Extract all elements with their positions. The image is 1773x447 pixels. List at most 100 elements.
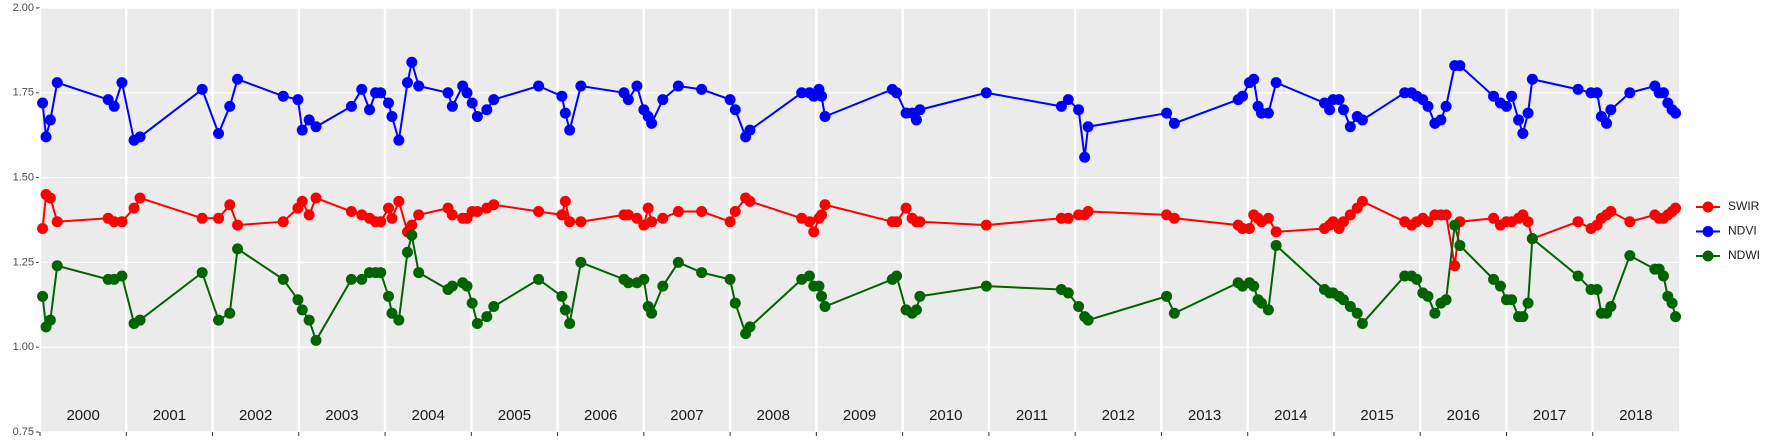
data-point xyxy=(375,87,387,99)
data-point xyxy=(1572,270,1584,282)
data-point xyxy=(1506,294,1518,306)
x-tick-label: 2016 xyxy=(1447,407,1480,424)
data-point xyxy=(816,209,828,221)
data-point xyxy=(488,94,500,106)
data-point xyxy=(1168,307,1180,319)
data-point xyxy=(1670,107,1682,119)
data-point xyxy=(1356,195,1368,207)
data-point xyxy=(696,206,708,218)
x-tick-label: 2015 xyxy=(1360,407,1393,424)
data-point xyxy=(724,273,736,285)
x-tick-label: 2012 xyxy=(1102,407,1135,424)
data-point xyxy=(808,226,820,238)
x-tick-label: 2009 xyxy=(843,407,876,424)
data-point xyxy=(622,277,634,289)
x-tick-label: 2011 xyxy=(1016,407,1048,424)
data-point xyxy=(1449,219,1461,231)
data-point xyxy=(1062,212,1074,224)
data-point xyxy=(1270,226,1282,238)
data-point xyxy=(646,216,658,228)
data-point xyxy=(51,260,63,272)
data-point xyxy=(564,216,576,228)
y-tick-label: 1.00 xyxy=(13,341,34,353)
data-point xyxy=(914,290,926,302)
data-point xyxy=(292,94,304,106)
x-tick-label: 2004 xyxy=(411,407,444,424)
data-point xyxy=(345,273,357,285)
data-point xyxy=(303,209,315,221)
data-point xyxy=(980,280,992,292)
data-point xyxy=(461,87,473,99)
data-point xyxy=(196,83,208,95)
data-point xyxy=(1591,87,1603,99)
data-point xyxy=(1082,121,1094,133)
x-tick-label: 2003 xyxy=(325,407,358,424)
data-point xyxy=(224,199,236,211)
data-point xyxy=(1337,216,1349,228)
data-point xyxy=(134,131,146,143)
data-point xyxy=(128,202,140,214)
data-point xyxy=(1062,287,1074,299)
data-point xyxy=(40,131,52,143)
data-point xyxy=(1161,290,1173,302)
data-point xyxy=(622,94,634,106)
legend-label: SWIR xyxy=(1728,199,1760,213)
data-point xyxy=(364,104,376,116)
data-point xyxy=(1082,206,1094,218)
data-point xyxy=(914,216,926,228)
data-point xyxy=(37,290,49,302)
data-point xyxy=(386,307,398,319)
data-point xyxy=(1440,209,1452,221)
data-point xyxy=(744,321,756,333)
data-point xyxy=(277,90,289,102)
data-point xyxy=(1079,151,1091,163)
data-point xyxy=(729,104,741,116)
data-point xyxy=(406,219,418,231)
data-point xyxy=(1248,73,1260,85)
data-point xyxy=(1344,209,1356,221)
data-point xyxy=(213,314,225,326)
data-point xyxy=(1411,273,1423,285)
x-tick-label: 2001 xyxy=(153,407,186,424)
data-point xyxy=(446,209,458,221)
data-point xyxy=(900,202,912,214)
data-point xyxy=(375,267,387,279)
x-tick-label: 2018 xyxy=(1619,407,1652,424)
data-point xyxy=(116,77,128,89)
data-point xyxy=(556,209,568,221)
data-point xyxy=(1591,284,1603,296)
data-point xyxy=(1270,239,1282,251)
data-point xyxy=(37,222,49,234)
data-point xyxy=(1488,212,1500,224)
data-point xyxy=(51,216,63,228)
data-point xyxy=(461,280,473,292)
data-point xyxy=(1666,297,1678,309)
data-point xyxy=(729,206,741,218)
data-point xyxy=(116,270,128,282)
data-point xyxy=(564,124,576,136)
data-point xyxy=(44,192,56,204)
data-point xyxy=(891,270,903,282)
data-point xyxy=(1422,290,1434,302)
x-tick-label: 2007 xyxy=(670,407,703,424)
data-point xyxy=(413,80,425,92)
data-point xyxy=(386,212,398,224)
data-point xyxy=(44,114,56,126)
data-point xyxy=(1670,202,1682,214)
data-point xyxy=(1337,104,1349,116)
data-point xyxy=(303,114,315,126)
data-point xyxy=(345,100,357,112)
data-point xyxy=(1337,294,1349,306)
x-tick-label: 2014 xyxy=(1274,407,1307,424)
data-point xyxy=(1500,100,1512,112)
data-point xyxy=(672,256,684,268)
data-point xyxy=(646,117,658,129)
data-point xyxy=(803,270,815,282)
data-point xyxy=(108,100,120,112)
data-point xyxy=(466,297,478,309)
data-point xyxy=(116,216,128,228)
data-point xyxy=(296,304,308,316)
data-point xyxy=(1601,117,1613,129)
data-point xyxy=(1605,206,1617,218)
